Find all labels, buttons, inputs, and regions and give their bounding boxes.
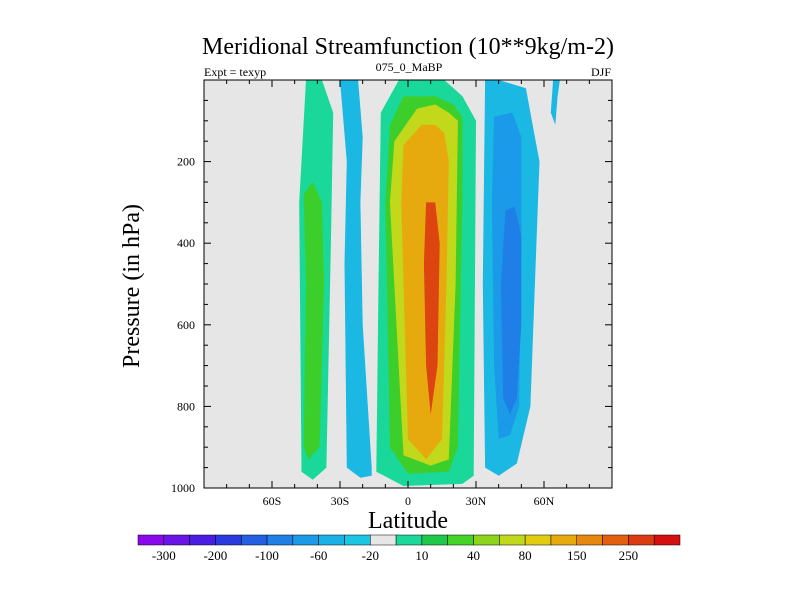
colorbar-swatch: [189, 534, 216, 546]
y-tick-label: 200: [177, 155, 195, 169]
y-tick-label: 800: [177, 399, 195, 413]
colorbar-swatch: [292, 534, 319, 546]
colorbar-label: -300: [152, 548, 176, 563]
subtitle-experiment: Expt = texyp: [204, 65, 266, 79]
colorbar-swatch: [344, 534, 371, 546]
colorbar-swatch: [576, 534, 603, 546]
contour-band: [340, 80, 372, 478]
x-tick-label: 0: [405, 494, 411, 508]
colorbar-swatch: [318, 534, 345, 546]
colorbar-swatch: [550, 534, 578, 546]
colorbar-swatch: [240, 534, 268, 546]
contour-band: [500, 206, 522, 415]
contour-band: [303, 182, 325, 460]
colorbar-label: 150: [567, 548, 587, 563]
colorbar-label: 40: [467, 548, 480, 563]
contour-band: [423, 202, 440, 415]
y-tick-label: 1000: [171, 481, 195, 495]
colorbar-swatch: [215, 534, 242, 546]
colorbar-swatch: [653, 534, 681, 546]
colorbar-label: 250: [619, 548, 639, 563]
colorbar: -300 -200 -100 -60 -20 10 40 80 150 250: [137, 534, 681, 563]
x-tick-label: 30S: [331, 494, 350, 508]
colorbar-label: -60: [310, 548, 327, 563]
x-tick-label: 60N: [534, 494, 555, 508]
colorbar-swatch: [447, 534, 474, 546]
colorbar-swatch: [266, 534, 294, 546]
colorbar-swatch: [602, 534, 629, 546]
y-axis-label: Pressure (in hPa): [119, 204, 145, 368]
colorbar-swatch: [395, 534, 423, 546]
subtitle-case: 075_0_MaBP: [376, 60, 443, 74]
colorbar-swatch: [163, 534, 190, 546]
colorbar-label: -200: [203, 548, 227, 563]
contour-band: [550, 80, 560, 125]
subtitle-season: DJF: [591, 65, 611, 79]
colorbar-swatch: [370, 534, 397, 546]
y-tick-label: 400: [177, 236, 195, 250]
colorbar-label: -100: [255, 548, 279, 563]
colorbar-swatch: [473, 534, 500, 546]
contour-fields: [299, 80, 560, 486]
colorbar-label: 10: [415, 548, 428, 563]
x-axis-ticks: 60S 30S 0 30N 60N: [226, 80, 590, 508]
colorbar-swatch: [421, 534, 448, 546]
colorbar-swatch: [137, 534, 165, 546]
colorbar-label: -20: [362, 548, 379, 563]
colorbar-swatch: [628, 534, 655, 546]
colorbar-swatch: [524, 534, 552, 546]
chart-title: Meridional Streamfunction (10**9kg/m-2): [202, 34, 614, 60]
x-tick-label: 60S: [263, 494, 282, 508]
y-axis-ticks: 200 400 600 800 1000: [171, 99, 612, 495]
y-tick-label: 600: [177, 318, 195, 332]
x-axis-label: Latitude: [368, 508, 448, 534]
colorbar-label: 80: [519, 548, 532, 563]
colorbar-swatch: [499, 534, 526, 546]
x-tick-label: 30N: [466, 494, 487, 508]
